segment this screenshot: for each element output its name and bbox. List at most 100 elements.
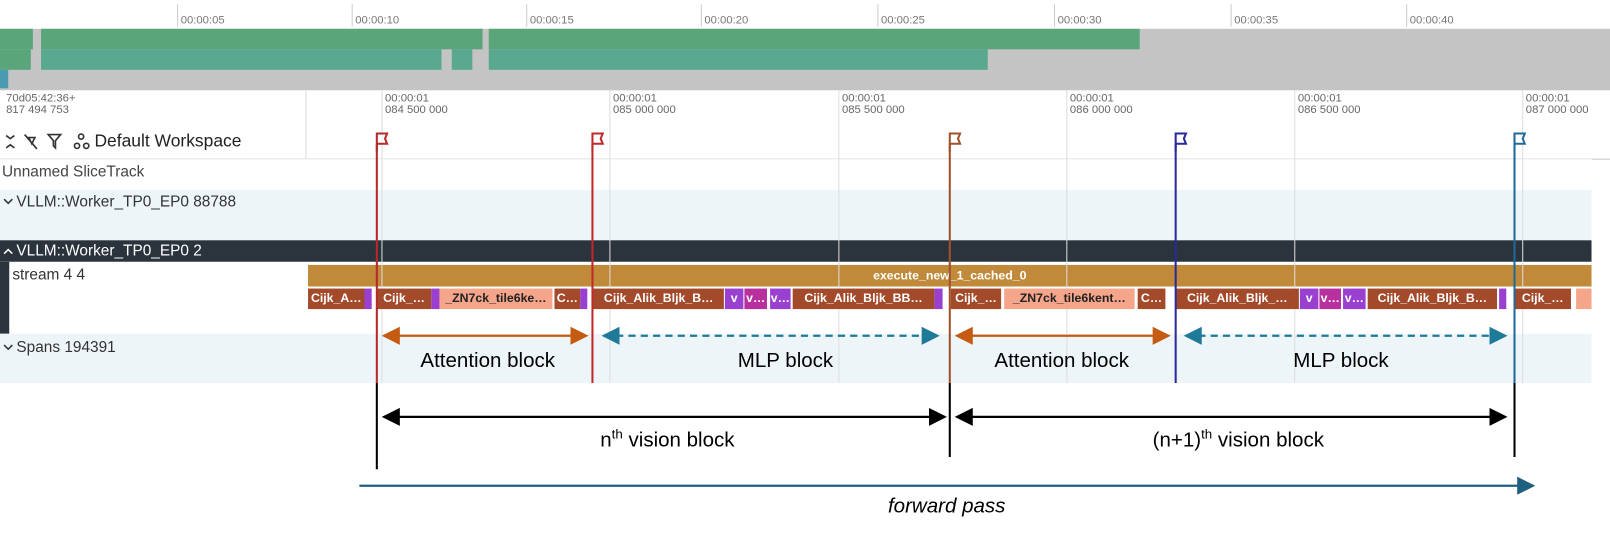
time-tick-label: 00:00:01 [842, 93, 886, 105]
time-tick-label: 085 000 000 [613, 104, 676, 116]
slice[interactable] [1367, 288, 1498, 310]
slice[interactable] [1299, 288, 1319, 310]
slice [934, 288, 943, 310]
slice[interactable] [554, 288, 581, 310]
vision-pre: (n+1) [1153, 429, 1201, 452]
slice[interactable] [439, 288, 553, 310]
overview-tick-label: 00:00:05 [181, 15, 225, 27]
slice-label: Cijk_Alik_Bljk_… [1187, 291, 1288, 305]
time-tick-label: 085 500 000 [842, 104, 905, 116]
overview-tick-label: 00:00:40 [1410, 15, 1454, 27]
slice[interactable] [1004, 288, 1135, 310]
slice [431, 288, 440, 310]
flag [375, 132, 389, 152]
timeline-origin: 817 494 753 [6, 104, 69, 116]
overview-tick-label: 00:00:20 [704, 15, 748, 27]
slice-label: v… [1345, 291, 1364, 305]
group-indent [0, 261, 10, 334]
vision-sup: th [612, 426, 623, 441]
track-name: Unnamed SliceTrack [2, 164, 145, 181]
track-row [0, 159, 1592, 190]
vision-post: vision block [1212, 429, 1324, 452]
workspace-name[interactable]: Default Workspace [94, 130, 241, 150]
slice-label: Cijk_Alik_Bljk_BB… [804, 291, 922, 305]
vision-sup: th [1201, 426, 1212, 441]
time-tick-label: 084 500 000 [385, 104, 448, 116]
slice [1576, 288, 1592, 310]
time-tick-label: 00:00:01 [1298, 93, 1342, 105]
timeline-origin: 70d05:42:36+ [6, 93, 76, 105]
track-name: VLLM::Worker_TP0_EP0 88788 [16, 193, 236, 210]
timeline-header [0, 90, 1610, 160]
forward-label: forward pass [888, 495, 1005, 518]
track-toggle [3, 344, 13, 351]
vision-label: nth vision block [600, 426, 735, 452]
slice [1499, 288, 1507, 310]
slice [580, 288, 588, 310]
slice-label: _ZN7ck_tile6ke… [444, 291, 546, 305]
flag [591, 132, 605, 152]
time-tick-label: 00:00:01 [1526, 93, 1570, 105]
time-tick-label: 00:00:01 [613, 93, 657, 105]
track-name: VLLM::Worker_TP0_EP0 2 [16, 243, 201, 260]
track-toggle [3, 198, 13, 205]
overview-tick-label: 00:00:15 [530, 15, 574, 27]
slice-label: Cijk_… [383, 291, 425, 305]
slice-label: C… [1141, 291, 1162, 305]
flag [1513, 132, 1527, 152]
slice[interactable] [1514, 288, 1571, 310]
flag [948, 132, 962, 152]
track-group-header[interactable] [0, 240, 1592, 262]
slice-label: Cijk_Alik_Bljk_B… [1378, 291, 1487, 305]
slice [364, 288, 372, 310]
time-tick-label: 00:00:01 [385, 93, 429, 105]
slice[interactable] [744, 288, 768, 310]
block-label: Attention block [420, 349, 555, 372]
slice[interactable] [1137, 288, 1166, 310]
slice[interactable] [376, 288, 432, 310]
track-toggle [3, 248, 13, 255]
slice-label: Cijk_… [1522, 291, 1564, 305]
slice[interactable] [724, 288, 744, 310]
slice-label: Cijk_A… [311, 291, 362, 305]
block-label: Attention block [994, 349, 1129, 372]
slice-label: v… [746, 291, 765, 305]
overview-activity [0, 28, 1140, 89]
overview-tick-label: 00:00:25 [881, 15, 925, 27]
track-row [0, 189, 1592, 241]
slice-label: Cijk_… [955, 291, 997, 305]
block-label: MLP block [738, 349, 834, 372]
slice[interactable] [770, 288, 791, 310]
slice-label: v… [1321, 291, 1340, 305]
slice-label: v [1306, 291, 1313, 305]
toolbar-icons[interactable] [5, 133, 90, 150]
time-tick-label: 086 500 000 [1298, 104, 1361, 116]
slice-label: v… [771, 291, 790, 305]
block-label: MLP block [1293, 349, 1389, 372]
slice[interactable] [593, 288, 724, 310]
track-name: stream 4 4 [12, 266, 85, 283]
overview-header [0, 0, 1610, 29]
slice[interactable] [950, 288, 1002, 310]
time-tick-label: 086 000 000 [1070, 104, 1133, 116]
slice-label: _ZN7ck_tile6kent… [1012, 291, 1126, 305]
slice-label: C… [557, 291, 578, 305]
vision-label: (n+1)th vision block [1153, 426, 1325, 452]
vision-pre: n [600, 429, 611, 452]
slice[interactable] [1319, 288, 1341, 310]
slice[interactable] [1343, 288, 1366, 310]
time-tick-label: 087 000 000 [1526, 104, 1589, 116]
flag [1174, 132, 1188, 152]
overview-tick-label: 00:00:35 [1234, 15, 1278, 27]
slice[interactable] [792, 288, 935, 310]
overview-tick-label: 00:00:30 [1058, 15, 1102, 27]
time-tick-label: 00:00:01 [1070, 93, 1114, 105]
vision-post: vision block [623, 429, 735, 452]
slice-label: Cijk_Alik_Bljk_B… [604, 291, 714, 305]
track-name: Spans 194391 [16, 339, 115, 356]
slice[interactable] [1175, 288, 1299, 310]
slice[interactable] [308, 288, 365, 310]
slice-label: v [731, 291, 738, 305]
overview-tick-label: 00:00:10 [355, 15, 399, 27]
